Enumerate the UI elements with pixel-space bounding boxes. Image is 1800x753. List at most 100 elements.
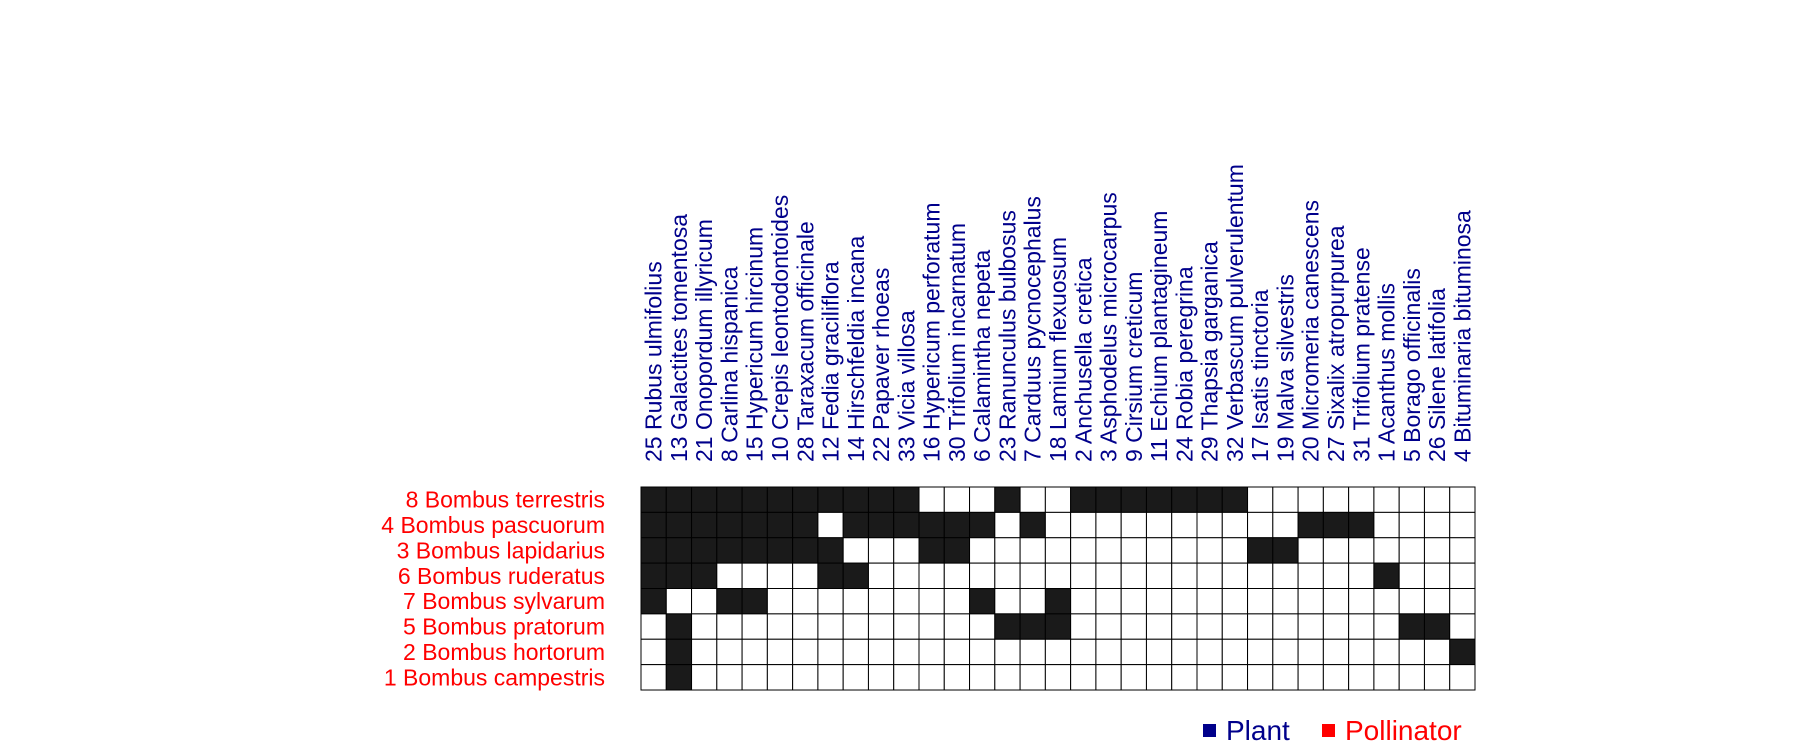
matrix-cell — [691, 588, 718, 615]
matrix-cell — [994, 486, 1021, 513]
matrix-cell — [640, 588, 667, 615]
matrix-cell — [1019, 664, 1046, 691]
pollinator-label: 3 Bombus lapidarius — [397, 537, 605, 563]
matrix-cell — [1171, 638, 1198, 666]
pollinator-label: 8 Bombus terrestris — [406, 487, 605, 513]
matrix-cell — [665, 638, 693, 666]
matrix-cell — [1145, 511, 1173, 539]
matrix-cell — [1196, 562, 1223, 590]
matrix-cell — [994, 537, 1021, 564]
matrix-cell — [1373, 537, 1400, 564]
matrix-cell — [918, 537, 945, 564]
matrix-cell — [893, 511, 920, 539]
matrix-cell — [918, 511, 945, 539]
plant-label: 1 Acanthus mollis — [1374, 283, 1400, 462]
matrix-cell — [1145, 537, 1173, 564]
matrix-cell — [1171, 537, 1198, 564]
matrix-cell — [665, 664, 693, 691]
plant-label: 23 Ranunculus bulbosus — [994, 210, 1020, 462]
matrix-cell — [943, 562, 971, 590]
plant-label: 5 Borago officinalis — [1399, 268, 1425, 462]
plant-label: 25 Rubus ulmifolius — [641, 261, 667, 462]
matrix-cell — [1145, 664, 1173, 691]
plant-label: 4 Bituminaria bituminosa — [1449, 210, 1475, 462]
plant-label: 32 Verbascum pulverulentum — [1222, 164, 1248, 462]
matrix-cell — [766, 486, 794, 513]
matrix-cell — [1373, 486, 1400, 513]
matrix-cell — [640, 537, 667, 564]
matrix-cell — [1398, 664, 1425, 691]
matrix-cell — [640, 511, 667, 539]
matrix-cell — [1373, 588, 1400, 615]
matrix-cell — [817, 537, 844, 564]
matrix-cell — [665, 562, 693, 590]
matrix-cell — [1196, 486, 1223, 513]
matrix-cell — [640, 664, 667, 691]
matrix-cell — [943, 664, 971, 691]
matrix-cell — [969, 486, 996, 513]
plant-label: 27 Sixalix atropurpurea — [1323, 225, 1349, 462]
matrix-cell — [943, 638, 971, 666]
matrix-cell — [716, 588, 743, 615]
matrix-cell — [1070, 664, 1097, 691]
matrix-cell — [1348, 511, 1375, 539]
matrix-cell — [792, 486, 819, 513]
matrix-cell — [640, 638, 667, 666]
matrix-cell — [1095, 562, 1122, 590]
matrix-cell — [1196, 588, 1223, 615]
matrix-cell — [1348, 638, 1375, 666]
matrix-cell — [1322, 638, 1350, 666]
matrix-cell — [918, 638, 945, 666]
matrix-cell — [1297, 486, 1324, 513]
matrix-cell — [817, 638, 844, 666]
matrix-cell — [969, 511, 996, 539]
matrix-cell — [1145, 562, 1173, 590]
matrix-cell — [1449, 664, 1476, 691]
matrix-cell — [665, 613, 693, 640]
matrix-cell — [1272, 588, 1299, 615]
matrix-cell — [1297, 537, 1324, 564]
matrix-cell — [842, 613, 869, 640]
matrix-cell — [716, 511, 743, 539]
matrix-cell — [1423, 537, 1451, 564]
matrix-cell — [665, 537, 693, 564]
matrix-cell — [1373, 638, 1400, 666]
matrix-cell — [1120, 511, 1147, 539]
matrix-cell — [1044, 562, 1072, 590]
matrix-cell — [1449, 562, 1476, 590]
matrix-cell — [893, 588, 920, 615]
matrix-cell — [1171, 613, 1198, 640]
matrix-cell — [1196, 613, 1223, 640]
matrix-cell — [1044, 511, 1072, 539]
matrix-cell — [842, 511, 869, 539]
matrix-cell — [1145, 613, 1173, 640]
matrix-cell — [741, 486, 768, 513]
matrix-cell — [1145, 486, 1173, 513]
plant-label: 33 Vicia villosa — [893, 310, 919, 462]
matrix-cell — [1095, 537, 1122, 564]
matrix-cell — [1297, 511, 1324, 539]
matrix-cell — [1348, 537, 1375, 564]
matrix-cell — [1348, 588, 1375, 615]
matrix-cell — [1297, 562, 1324, 590]
matrix-cell — [1348, 486, 1375, 513]
legend-plant-swatch — [1203, 724, 1216, 737]
matrix-cell — [1120, 664, 1147, 691]
legend-plant-label: Plant — [1226, 715, 1290, 746]
matrix-cell — [1297, 664, 1324, 691]
matrix-cell — [1449, 613, 1476, 640]
matrix-cell — [893, 638, 920, 666]
matrix-cell — [691, 638, 718, 666]
matrix-cell — [1044, 613, 1072, 640]
matrix-cell — [716, 638, 743, 666]
matrix-cell — [817, 562, 844, 590]
matrix-cell — [1019, 638, 1046, 666]
matrix-cell — [792, 537, 819, 564]
matrix-cell — [943, 588, 971, 615]
matrix-cell — [994, 664, 1021, 691]
matrix-cell — [1373, 613, 1400, 640]
matrix-cell — [792, 638, 819, 666]
matrix-cell — [1044, 588, 1072, 615]
matrix-cell — [1196, 638, 1223, 666]
